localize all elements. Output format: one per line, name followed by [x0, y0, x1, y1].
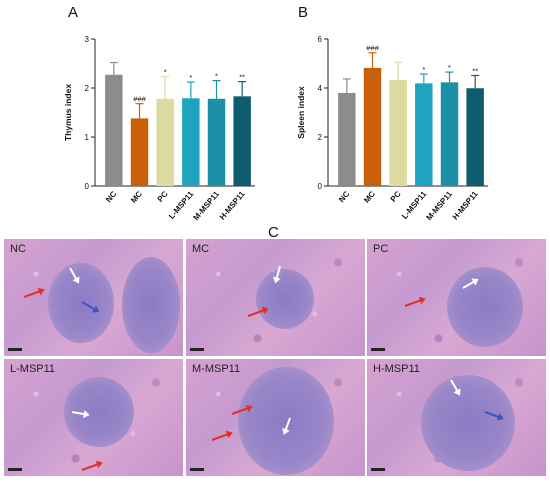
significance-label: * — [215, 72, 218, 81]
y-tick-label: 2 — [318, 133, 323, 142]
micrograph-m-msp11: M-MSP11 — [186, 359, 365, 476]
micrograph-label: L-MSP11 — [10, 363, 56, 375]
micrograph-label: MC — [192, 243, 210, 255]
significance-label: * — [448, 63, 451, 72]
y-tick-label: 6 — [318, 35, 323, 44]
micrograph-pc: PC — [367, 239, 546, 356]
micrograph-l-msp11: L-MSP11 — [4, 359, 183, 476]
significance-label: * — [422, 65, 425, 74]
significance-label: ### — [133, 95, 146, 104]
bar-nc — [338, 92, 356, 186]
significance-label: ** — [472, 67, 478, 76]
y-axis-label: Thymus index — [63, 84, 73, 141]
significance-label: ### — [366, 44, 379, 53]
micrograph-h-msp11: H-MSP11 — [367, 359, 546, 476]
panel-a-letter: A — [68, 4, 79, 21]
micrograph-mc: MC — [186, 239, 365, 356]
bar-m-msp11 — [440, 82, 459, 186]
bar-pc — [156, 98, 174, 186]
category-label: NC — [337, 189, 351, 204]
y-tick-label: 4 — [318, 84, 323, 93]
category-label: H-MSP11 — [451, 189, 480, 221]
significance-label: ** — [239, 73, 245, 82]
category-label: M-MSP11 — [425, 189, 455, 222]
bar-nc — [105, 74, 123, 186]
micrograph-label: NC — [10, 243, 26, 255]
y-tick-label: 2 — [85, 84, 90, 93]
significance-label: * — [189, 73, 192, 82]
bar-h-msp11 — [233, 96, 251, 186]
micrograph-nc: NC — [4, 239, 183, 356]
y-axis-label: Spleen index — [296, 86, 306, 139]
micrograph-label: M-MSP11 — [192, 363, 241, 375]
panel-b-letter: B — [298, 4, 309, 21]
bar-pc — [389, 79, 407, 186]
bar-mc — [130, 118, 149, 186]
y-tick-label: 3 — [85, 35, 90, 44]
bar-l-msp11 — [182, 98, 200, 186]
panel-c-letter: C — [268, 224, 279, 241]
bar-h-msp11 — [466, 88, 484, 186]
bar-mc — [363, 67, 382, 186]
category-label: PC — [389, 189, 403, 203]
bar-l-msp11 — [415, 83, 433, 186]
micrograph-label: PC — [373, 243, 389, 255]
y-tick-label: 1 — [85, 133, 90, 142]
category-label: MC — [362, 189, 377, 204]
micrograph-label: H-MSP11 — [373, 363, 420, 375]
bar-m-msp11 — [207, 98, 226, 186]
significance-label: * — [164, 68, 167, 77]
y-tick-label: 0 — [85, 182, 90, 191]
y-tick-label: 0 — [318, 182, 323, 191]
